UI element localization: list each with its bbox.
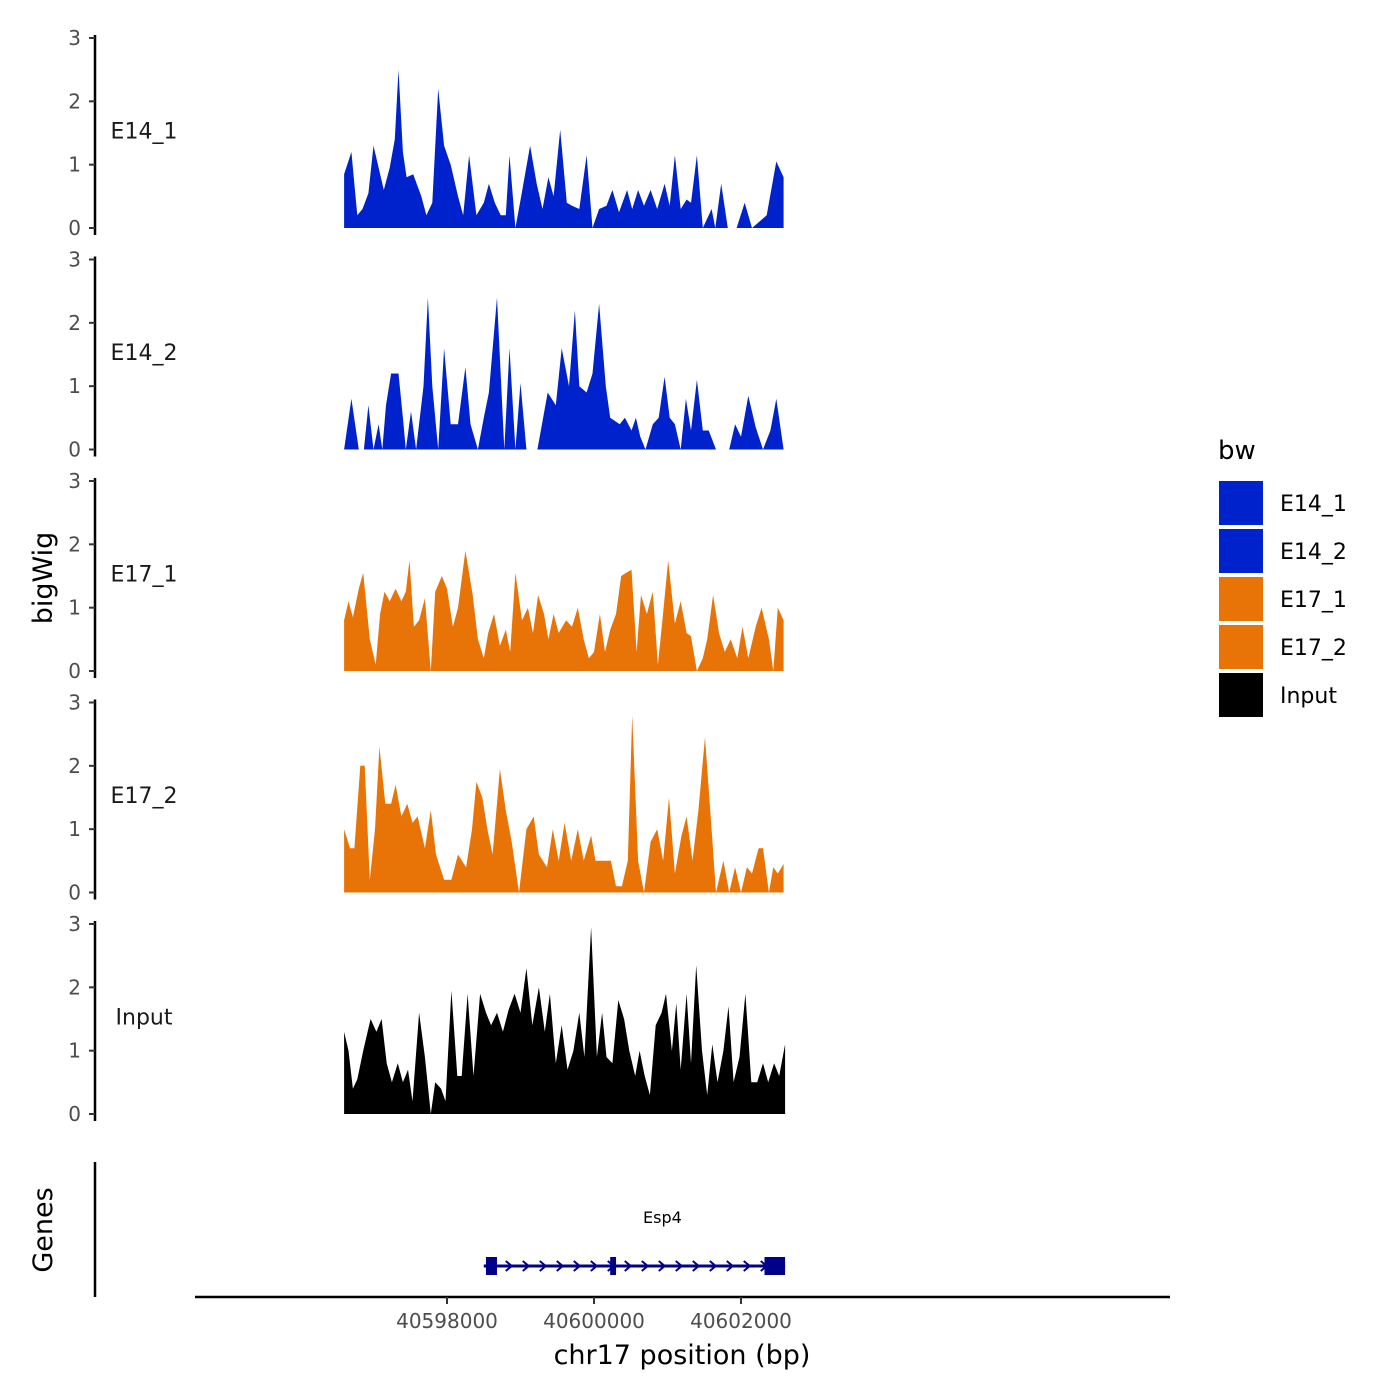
y-axis-title: bigWig bbox=[28, 532, 59, 625]
track-label: Input bbox=[116, 1006, 173, 1031]
coverage-area bbox=[344, 715, 784, 893]
strand-arrow-icon bbox=[675, 1260, 684, 1272]
x-axis: 40598000 40600000 40602000 bbox=[195, 1295, 1170, 1333]
y-tick-label: 0 bbox=[68, 659, 81, 683]
strand-arrow-icon bbox=[624, 1260, 633, 1272]
strand-arrow-icon bbox=[743, 1260, 752, 1272]
legend: bw E14_1 E14_2 E17_1 E17_2 Input bbox=[1218, 436, 1347, 717]
legend-label: E14_2 bbox=[1280, 540, 1347, 565]
strand-arrow-icon bbox=[573, 1260, 582, 1272]
legend-item: E17_2 bbox=[1219, 625, 1347, 669]
y-tick-label: 1 bbox=[68, 1039, 81, 1063]
y-tick-label: 0 bbox=[68, 881, 81, 905]
track-e17-1: 0 1 2 3 E17_1 bbox=[68, 469, 784, 683]
gene-exon bbox=[610, 1257, 617, 1275]
legend-swatch bbox=[1219, 673, 1263, 717]
track-label: E17_1 bbox=[111, 563, 178, 588]
y-tick-label: 2 bbox=[68, 89, 81, 113]
legend-swatch bbox=[1219, 577, 1263, 621]
track-label: E14_2 bbox=[111, 341, 178, 366]
legend-item: E14_1 bbox=[1219, 481, 1347, 525]
legend-swatch bbox=[1219, 529, 1263, 573]
coverage-area bbox=[344, 927, 786, 1114]
track-e17-2: 0 1 2 3 E17_2 bbox=[68, 691, 784, 905]
gene-exon bbox=[485, 1257, 497, 1275]
strand-arrows bbox=[488, 1260, 769, 1272]
strand-arrow-icon bbox=[709, 1260, 718, 1272]
x-tick-label: 40598000 bbox=[396, 1309, 498, 1333]
legend-item: E14_2 bbox=[1219, 529, 1347, 573]
gene-label: Esp4 bbox=[643, 1208, 682, 1227]
strand-arrow-icon bbox=[726, 1260, 735, 1272]
y-tick-label: 3 bbox=[68, 912, 81, 936]
legend-swatch bbox=[1219, 481, 1263, 525]
legend-swatch bbox=[1219, 625, 1263, 669]
y-tick-label: 2 bbox=[68, 975, 81, 999]
track-label: E14_1 bbox=[111, 120, 178, 145]
x-tick-label: 40602000 bbox=[690, 1309, 792, 1333]
y-tick-label: 1 bbox=[68, 153, 81, 177]
legend-item: Input bbox=[1219, 673, 1337, 717]
coverage-area bbox=[344, 297, 784, 450]
legend-title: bw bbox=[1218, 436, 1256, 466]
y-tick-label: 2 bbox=[68, 532, 81, 556]
legend-label: E17_2 bbox=[1280, 636, 1347, 661]
y-tick-label: 1 bbox=[68, 596, 81, 620]
y-tick-label: 3 bbox=[68, 469, 81, 493]
genes-panel: Esp4 bbox=[93, 1162, 786, 1297]
legend-label: E17_1 bbox=[1280, 588, 1347, 613]
track-e14-1: 0 1 2 3 E14_1 bbox=[68, 26, 784, 240]
y-tick-label: 2 bbox=[68, 311, 81, 335]
y-tick-label: 1 bbox=[68, 817, 81, 841]
gene-exon bbox=[764, 1257, 786, 1275]
strand-arrow-icon bbox=[539, 1260, 548, 1272]
track-e14-2: 0 1 2 3 E14_2 bbox=[68, 248, 784, 462]
legend-item: E17_1 bbox=[1219, 577, 1347, 621]
strand-arrow-icon bbox=[505, 1260, 514, 1272]
strand-arrow-icon bbox=[641, 1260, 650, 1272]
strand-arrow-icon bbox=[692, 1260, 701, 1272]
strand-arrow-icon bbox=[522, 1260, 531, 1272]
track-label: E17_2 bbox=[111, 784, 178, 809]
y-tick-label: 0 bbox=[68, 438, 81, 462]
y-tick-label: 0 bbox=[68, 216, 81, 240]
tracks-layer: 0 1 2 3 E14_1 0 1 2 3 E14_2 0 1 2 3 E17_1 0 1 2 3 E17_2 0 1 2 3… bbox=[68, 26, 786, 1126]
coverage-area bbox=[344, 550, 784, 671]
y-tick-label: 0 bbox=[68, 1102, 81, 1126]
legend-label: Input bbox=[1280, 684, 1337, 709]
coverage-area bbox=[344, 69, 784, 228]
track-input: 0 1 2 3 Input bbox=[68, 912, 786, 1126]
y-tick-label: 1 bbox=[68, 374, 81, 398]
strand-arrow-icon bbox=[590, 1260, 599, 1272]
x-axis-title: chr17 position (bp) bbox=[554, 1340, 811, 1371]
x-tick-label: 40600000 bbox=[543, 1309, 645, 1333]
strand-arrow-icon bbox=[556, 1260, 565, 1272]
y-tick-label: 3 bbox=[68, 26, 81, 50]
legend-label: E14_1 bbox=[1280, 492, 1347, 517]
y-tick-label: 3 bbox=[68, 248, 81, 272]
strand-arrow-icon bbox=[658, 1260, 667, 1272]
genes-axis-title: Genes bbox=[28, 1187, 59, 1272]
y-tick-label: 3 bbox=[68, 691, 81, 715]
y-tick-label: 2 bbox=[68, 754, 81, 778]
